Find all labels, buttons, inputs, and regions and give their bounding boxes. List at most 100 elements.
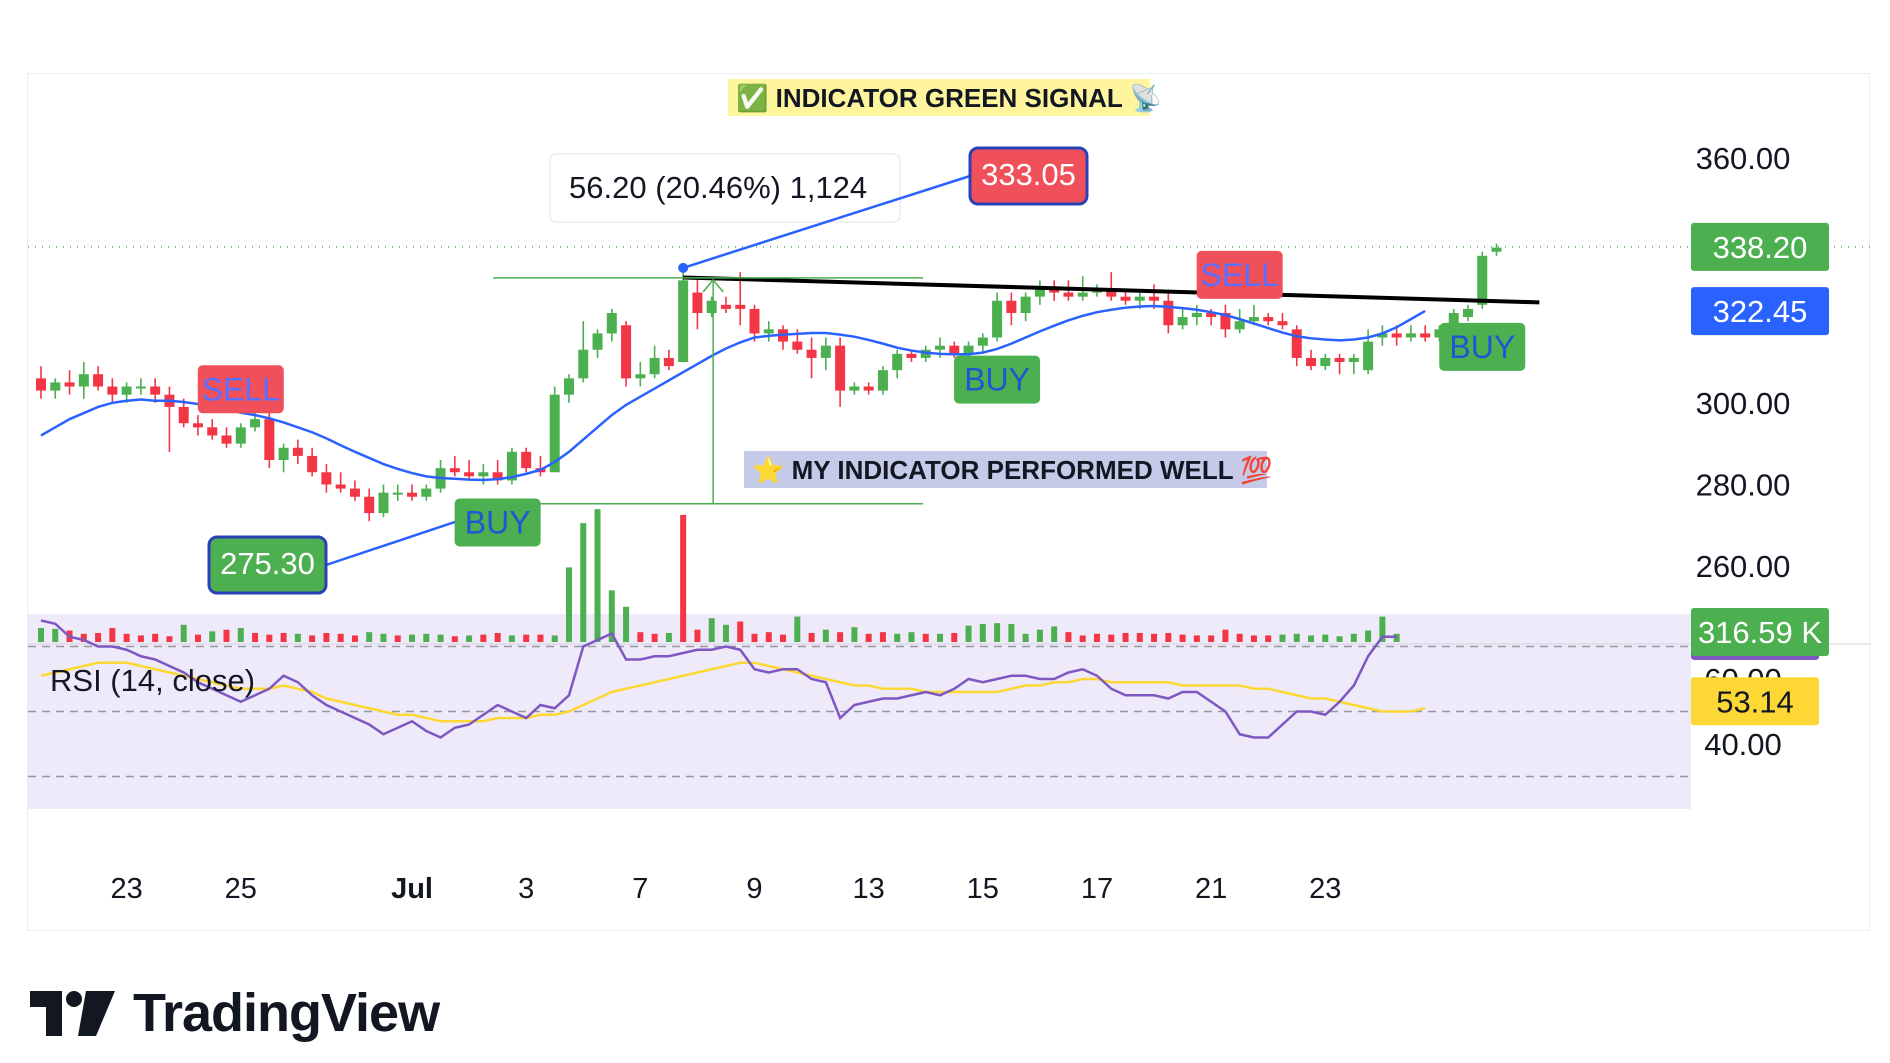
candle — [64, 370, 75, 395]
candle — [892, 349, 903, 379]
candle — [720, 296, 731, 313]
volume-bar — [1308, 635, 1315, 642]
candle-body — [678, 280, 689, 362]
volume-bar — [651, 633, 658, 642]
volume-bar — [337, 633, 344, 642]
candle-body — [892, 353, 903, 371]
volume-bar — [137, 635, 144, 642]
candle — [877, 366, 888, 395]
candle — [621, 321, 632, 387]
volume-bar — [951, 632, 958, 642]
volume-bar — [409, 634, 416, 642]
candle-body — [1420, 333, 1431, 338]
volume-bar — [780, 634, 787, 642]
volume-bar — [1022, 633, 1029, 642]
candle — [1177, 308, 1188, 330]
volume-bar — [38, 628, 44, 642]
volume-bar — [1093, 633, 1100, 642]
time-tick: 9 — [746, 873, 762, 905]
candle — [1248, 304, 1259, 326]
tradingview-logo[interactable]: TradingView — [30, 982, 440, 1044]
candle-body — [578, 349, 589, 379]
candle — [592, 329, 603, 358]
candle-body — [492, 472, 503, 481]
volume-bar — [1279, 634, 1286, 642]
volume-bar — [851, 627, 858, 642]
candle-body — [1491, 247, 1502, 252]
volume-bar — [180, 624, 187, 642]
candle-body — [977, 337, 988, 346]
candle — [663, 349, 674, 371]
candle — [1220, 304, 1231, 338]
volume-bar — [837, 632, 844, 642]
candle-body — [663, 357, 674, 367]
candle — [1163, 292, 1174, 334]
candle-body — [877, 370, 888, 391]
annotations: ✅ INDICATOR GREEN SIGNAL 📡 ⭐ MY INDICATOR… — [728, 79, 1273, 488]
candle — [307, 447, 318, 477]
price-guides — [28, 246, 1871, 645]
candle — [692, 276, 703, 330]
volume-bar — [751, 633, 758, 642]
volume-bar — [209, 631, 216, 642]
candle — [535, 455, 546, 477]
candle — [1491, 243, 1502, 256]
annotation-note: ✅ INDICATOR GREEN SIGNAL 📡 — [728, 79, 1162, 116]
annotation-text: ⭐ MY INDICATOR PERFORMED WELL 💯 — [752, 455, 1273, 485]
chart-canvas[interactable]: 56.20 (20.46%) 1,124 333.05 275.30 SELL BUY B… — [28, 74, 1871, 932]
candle — [1106, 272, 1117, 301]
volume-bar — [965, 625, 972, 642]
candle-body — [1277, 321, 1288, 326]
candle-body — [1163, 300, 1174, 326]
volume-bar — [808, 632, 815, 642]
candle-body — [906, 353, 917, 358]
candle — [1420, 325, 1431, 342]
candle-body — [93, 374, 104, 387]
candle-body — [178, 406, 189, 424]
candle — [478, 464, 489, 485]
time-tick: 3 — [518, 873, 534, 905]
candle — [364, 488, 375, 522]
volume-bar — [423, 633, 430, 642]
candle-body — [1477, 255, 1488, 305]
candle-body — [706, 300, 717, 313]
volume-bar — [794, 616, 801, 642]
volume-bar — [1365, 630, 1372, 642]
candle-body — [806, 349, 817, 358]
candle — [1277, 313, 1288, 330]
candle-body — [606, 313, 617, 334]
candle — [235, 423, 246, 448]
candle-body — [1348, 357, 1359, 362]
candle — [93, 366, 104, 391]
candle — [164, 386, 175, 452]
volume-bar — [380, 633, 387, 642]
volume-bar — [694, 629, 701, 642]
candle-body — [78, 374, 89, 387]
candle-body — [1191, 313, 1202, 318]
candle — [1306, 349, 1317, 371]
candle — [421, 484, 432, 501]
volume-bar — [994, 623, 1001, 642]
candle-body — [1320, 357, 1331, 367]
candle — [107, 378, 118, 403]
price-tick: 300.00 — [1696, 386, 1791, 421]
price-badge-box — [1691, 222, 1829, 271]
ma-line — [40, 304, 1426, 482]
price-badge-box — [1691, 287, 1829, 336]
candle — [1020, 292, 1031, 322]
rsi-title: RSI (14, close) — [50, 663, 255, 698]
time-tick: 7 — [632, 873, 648, 905]
candle — [1405, 325, 1416, 342]
volume-bar — [1065, 632, 1072, 642]
volume-bars — [38, 509, 1400, 642]
signal-text: BUY — [1449, 329, 1515, 365]
volume-bar — [508, 635, 515, 642]
volume-bar — [266, 634, 273, 642]
time-axis: 23 25 Jul 3 7 9 13 15 17 21 23 — [110, 873, 1341, 905]
candle-body — [992, 300, 1003, 338]
chart-frame[interactable]: 56.20 (20.46%) 1,124 333.05 275.30 SELL BUY B… — [27, 73, 1871, 932]
buy-signal: BUY — [1439, 322, 1526, 371]
candle — [563, 374, 574, 403]
candle-body — [121, 386, 132, 395]
candle-body — [735, 304, 746, 309]
